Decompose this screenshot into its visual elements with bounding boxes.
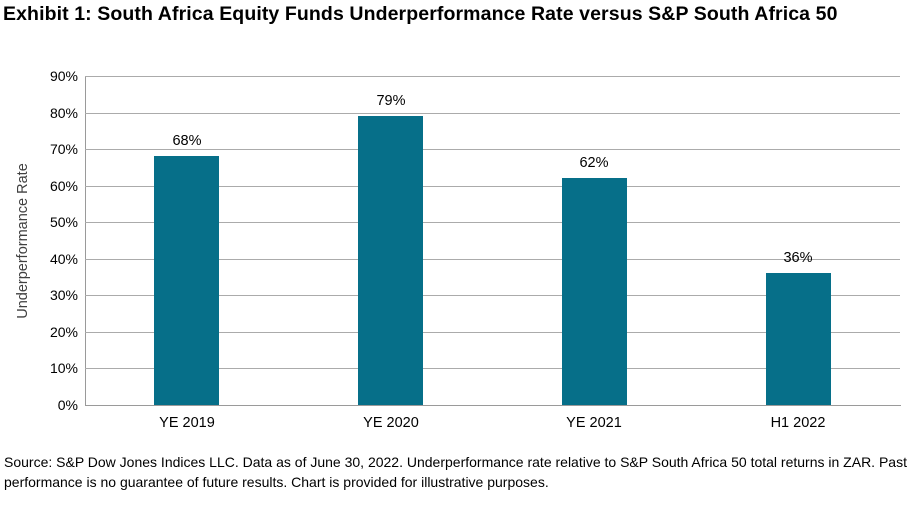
gridline xyxy=(85,222,900,223)
y-tick-label: 40% xyxy=(49,251,78,267)
y-tick-label: 30% xyxy=(49,287,78,303)
bar xyxy=(358,116,423,405)
gridline xyxy=(85,368,900,369)
gridline xyxy=(85,186,900,187)
y-tick-label: 90% xyxy=(49,68,78,84)
bar xyxy=(562,178,627,405)
y-tick-label: 80% xyxy=(49,105,78,121)
bar-value-label: 36% xyxy=(783,250,813,266)
x-category-label: H1 2022 xyxy=(770,415,826,431)
bar xyxy=(766,273,831,405)
y-tick-label: 50% xyxy=(49,214,78,230)
gridline xyxy=(85,332,900,333)
gridline xyxy=(85,149,900,150)
y-tick-label: 70% xyxy=(49,141,78,157)
y-tick-label: 10% xyxy=(49,360,78,376)
gridline xyxy=(85,76,900,77)
gridline xyxy=(85,295,900,296)
bar xyxy=(154,156,219,405)
y-tick-label: 60% xyxy=(49,178,78,194)
x-category-label: YE 2020 xyxy=(363,415,419,431)
y-tick-label: 20% xyxy=(49,324,78,340)
y-axis-title: Underperformance Rate xyxy=(15,163,31,319)
y-tick-label: 0% xyxy=(57,397,78,413)
gridline xyxy=(85,113,900,114)
gridline xyxy=(85,259,900,260)
source-note: Source: S&P Dow Jones Indices LLC. Data … xyxy=(4,454,907,490)
plot-area xyxy=(85,76,901,406)
bar-value-label: 62% xyxy=(579,155,609,171)
bar-value-label: 79% xyxy=(376,93,406,109)
bar-value-label: 68% xyxy=(172,133,202,149)
x-category-label: YE 2021 xyxy=(566,415,622,431)
x-category-label: YE 2019 xyxy=(159,415,215,431)
chart-title: Exhibit 1: South Africa Equity Funds Und… xyxy=(3,3,838,25)
